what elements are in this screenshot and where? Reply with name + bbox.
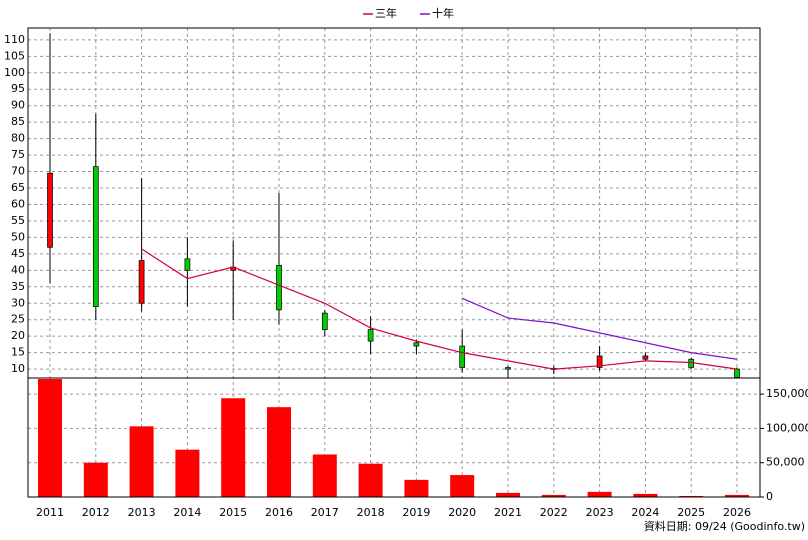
footer: 資料日期: 09/24 (Goodinfo.tw): [644, 519, 805, 533]
y-tick-label: 95: [11, 82, 25, 95]
y-tick-label: 105: [4, 49, 25, 62]
y-tick-label: 35: [11, 280, 25, 293]
volume-bar: [267, 407, 291, 497]
y-tick-label: 75: [11, 148, 25, 161]
candle-body: [596, 355, 603, 368]
x-tick-label: 2012: [82, 506, 110, 519]
y-tick-label: 40: [11, 263, 25, 276]
x-tick-label: 2014: [173, 506, 201, 519]
y-tick-label: 50: [11, 230, 25, 243]
volume-bar: [175, 449, 200, 497]
volume-bar: [83, 462, 108, 497]
x-tick-label: 2011: [36, 506, 64, 519]
x-tick-label: 2021: [494, 506, 522, 519]
x-tick-label: 2025: [677, 506, 705, 519]
volume-bar: [587, 491, 612, 497]
x-tick-label: 2022: [540, 506, 568, 519]
volume-bar: [221, 398, 246, 497]
candle-body: [138, 260, 145, 304]
y-tick-label: 55: [11, 214, 25, 227]
volume-bar: [496, 492, 520, 497]
volume-bar: [129, 426, 154, 497]
candle-body: [459, 345, 466, 368]
y-tick-label: 110: [4, 33, 25, 46]
x-tick-label: 2016: [265, 506, 293, 519]
ma-line: [141, 248, 738, 370]
y-tick-label: 70: [11, 165, 25, 178]
candle-body: [734, 368, 740, 378]
y2-tick-label: 0: [766, 490, 773, 503]
volume-bar: [450, 475, 475, 497]
volume-bar: [404, 479, 429, 497]
candle-body: [92, 166, 99, 307]
y2-tick-label: 100,000: [766, 421, 808, 434]
candle-body: [642, 355, 649, 360]
y-tick-label: 10: [11, 362, 25, 375]
y-tick-label: 60: [11, 197, 25, 210]
volume-bar: [541, 494, 566, 497]
candle-body: [413, 342, 420, 347]
y-tick-label: 20: [11, 329, 25, 342]
volume-bar: [312, 454, 337, 497]
y-tick-label: 30: [11, 296, 25, 309]
y-tick-label: 65: [11, 181, 25, 194]
x-tick-label: 2019: [402, 506, 430, 519]
candle-body: [321, 312, 328, 330]
volume-bar: [725, 494, 749, 497]
ma-line: [461, 297, 738, 360]
volume-bar: [633, 493, 658, 497]
candle-body: [367, 329, 374, 342]
y2-tick-label: 150,000: [766, 387, 808, 400]
y-tick-label: 90: [11, 99, 25, 112]
plot-frame: [27, 27, 761, 498]
x-tick-label: 2018: [357, 506, 385, 519]
x-tick-label: 2026: [723, 506, 751, 519]
volume-bar: [679, 495, 704, 497]
y2-tick-label: 50,000: [766, 456, 805, 469]
y-tick-label: 15: [11, 346, 25, 359]
x-tick-label: 2023: [586, 506, 614, 519]
volume-bar: [358, 463, 383, 497]
candle-body: [184, 258, 191, 271]
candle-body: [505, 367, 511, 370]
x-tick-label: 2020: [448, 506, 476, 519]
volume-bar: [38, 379, 62, 497]
y-tick-label: 25: [11, 313, 25, 326]
candle-body: [47, 172, 53, 248]
x-tick-label: 2024: [631, 506, 659, 519]
x-tick-label: 2013: [128, 506, 156, 519]
y-tick-label: 85: [11, 115, 25, 128]
y-tick-label: 100: [4, 66, 25, 79]
y-tick-label: 80: [11, 132, 25, 145]
candle-body: [276, 265, 282, 311]
y-tick-label: 45: [11, 247, 25, 260]
legend-label: 三年: [375, 6, 397, 20]
x-tick-label: 2017: [311, 506, 339, 519]
x-tick-label: 2015: [219, 506, 247, 519]
legend-label: 十年: [432, 6, 454, 20]
